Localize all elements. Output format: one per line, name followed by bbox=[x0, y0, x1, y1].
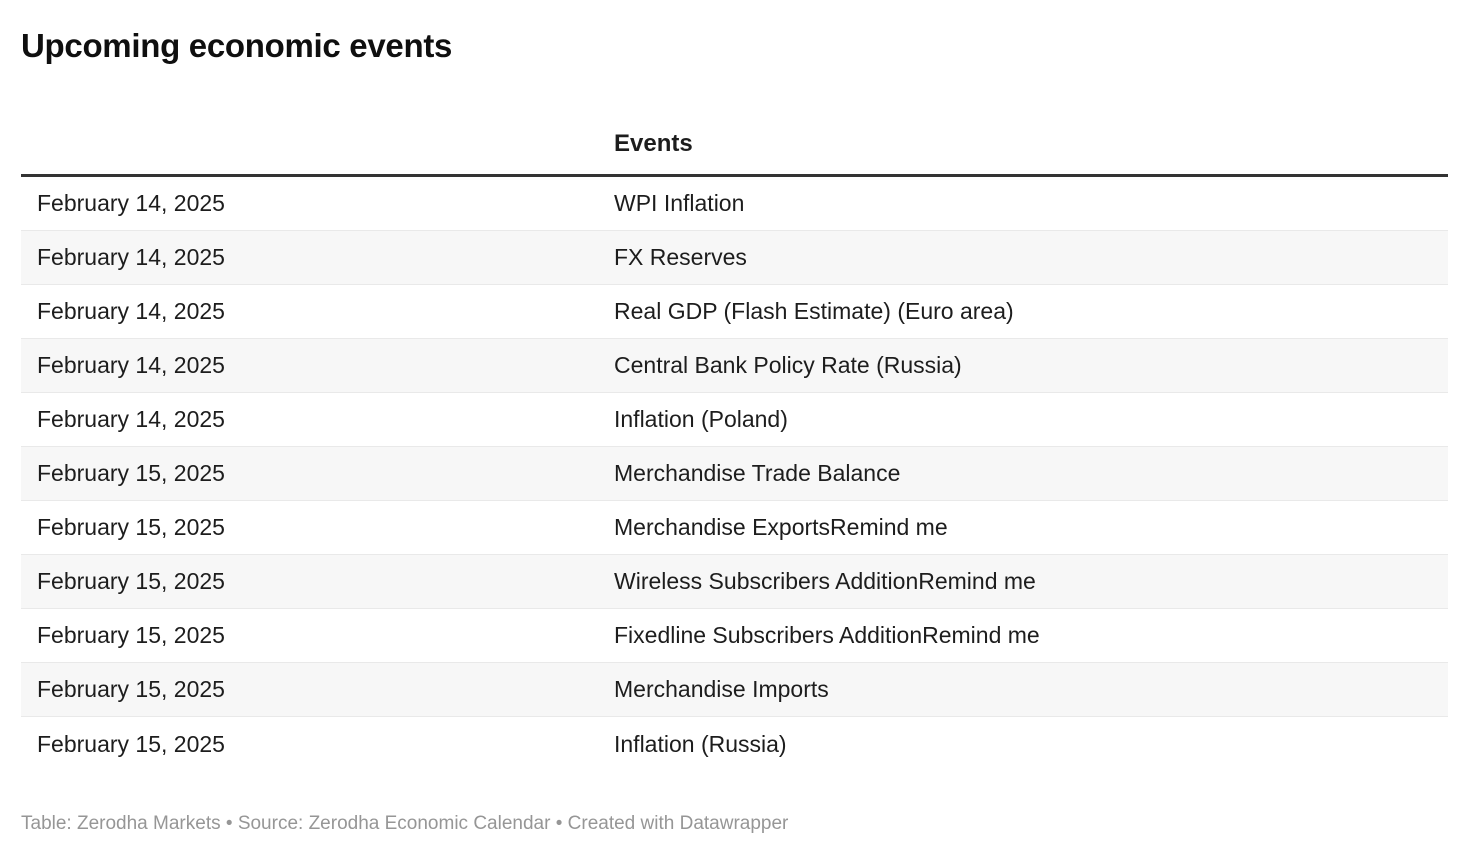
created-separator: • bbox=[550, 813, 568, 834]
source-link[interactable]: Zerodha Economic Calendar bbox=[308, 813, 551, 834]
table-header-row: Events bbox=[21, 66, 1448, 177]
events-column-header: Events bbox=[614, 130, 693, 157]
event-name-cell: Central Bank Policy Rate (Russia) bbox=[614, 352, 962, 378]
table-row: February 14, 2025 Central Bank Policy Ra… bbox=[21, 339, 1448, 393]
events-table: Events February 14, 2025 WPI Inflation F… bbox=[21, 66, 1448, 771]
table-row: February 14, 2025 WPI Inflation bbox=[21, 177, 1448, 231]
event-date-cell: February 14, 2025 bbox=[37, 298, 225, 324]
event-name-cell: Fixedline Subscribers AdditionRemind me bbox=[614, 622, 1040, 648]
table-row: February 15, 2025 Merchandise ExportsRem… bbox=[21, 501, 1448, 555]
event-name-cell: Merchandise ExportsRemind me bbox=[614, 514, 948, 540]
table-row: February 15, 2025 Fixedline Subscribers … bbox=[21, 609, 1448, 663]
attribution-footer: Table: Zerodha Markets • Source: Zerodha… bbox=[21, 812, 1448, 836]
table-credit-link[interactable]: Zerodha Markets bbox=[76, 813, 221, 834]
table-row: February 15, 2025 Wireless Subscribers A… bbox=[21, 555, 1448, 609]
event-date-cell: February 14, 2025 bbox=[37, 244, 225, 270]
table-row: February 14, 2025 Inflation (Poland) bbox=[21, 393, 1448, 447]
table-row: February 15, 2025 Merchandise Trade Bala… bbox=[21, 447, 1448, 501]
event-name-cell: Merchandise Imports bbox=[614, 676, 829, 702]
event-date-cell: February 14, 2025 bbox=[37, 352, 225, 378]
table-row: February 14, 2025 Real GDP (Flash Estima… bbox=[21, 285, 1448, 339]
event-name-cell: Wireless Subscribers AdditionRemind me bbox=[614, 568, 1036, 594]
event-name-cell: Inflation (Russia) bbox=[614, 730, 787, 757]
event-name-cell: Inflation (Poland) bbox=[614, 406, 788, 432]
table-row: February 15, 2025 Merchandise Imports bbox=[21, 663, 1448, 717]
event-date-cell: February 15, 2025 bbox=[37, 568, 225, 594]
source-label: • Source: bbox=[220, 813, 309, 834]
page-title: Upcoming economic events bbox=[21, 27, 453, 64]
event-name-cell: WPI Inflation bbox=[614, 190, 745, 216]
event-date-cell: February 15, 2025 bbox=[37, 730, 225, 757]
event-date-cell: February 15, 2025 bbox=[37, 460, 225, 486]
event-date-cell: February 15, 2025 bbox=[37, 676, 225, 702]
date-column-header bbox=[21, 158, 598, 174]
event-name-cell: Merchandise Trade Balance bbox=[614, 460, 901, 486]
event-date-cell: February 15, 2025 bbox=[37, 622, 225, 648]
event-date-cell: February 14, 2025 bbox=[37, 406, 225, 432]
table-row: February 14, 2025 FX Reserves bbox=[21, 231, 1448, 285]
event-date-cell: February 15, 2025 bbox=[37, 514, 225, 540]
table-credit-label: Table: bbox=[21, 813, 77, 834]
table-row: February 15, 2025 Inflation (Russia) bbox=[21, 717, 1448, 771]
event-date-cell: February 14, 2025 bbox=[37, 190, 225, 216]
event-name-cell: Real GDP (Flash Estimate) (Euro area) bbox=[614, 298, 1014, 324]
event-name-cell: FX Reserves bbox=[614, 244, 747, 270]
datawrapper-link[interactable]: Created with Datawrapper bbox=[567, 813, 789, 834]
